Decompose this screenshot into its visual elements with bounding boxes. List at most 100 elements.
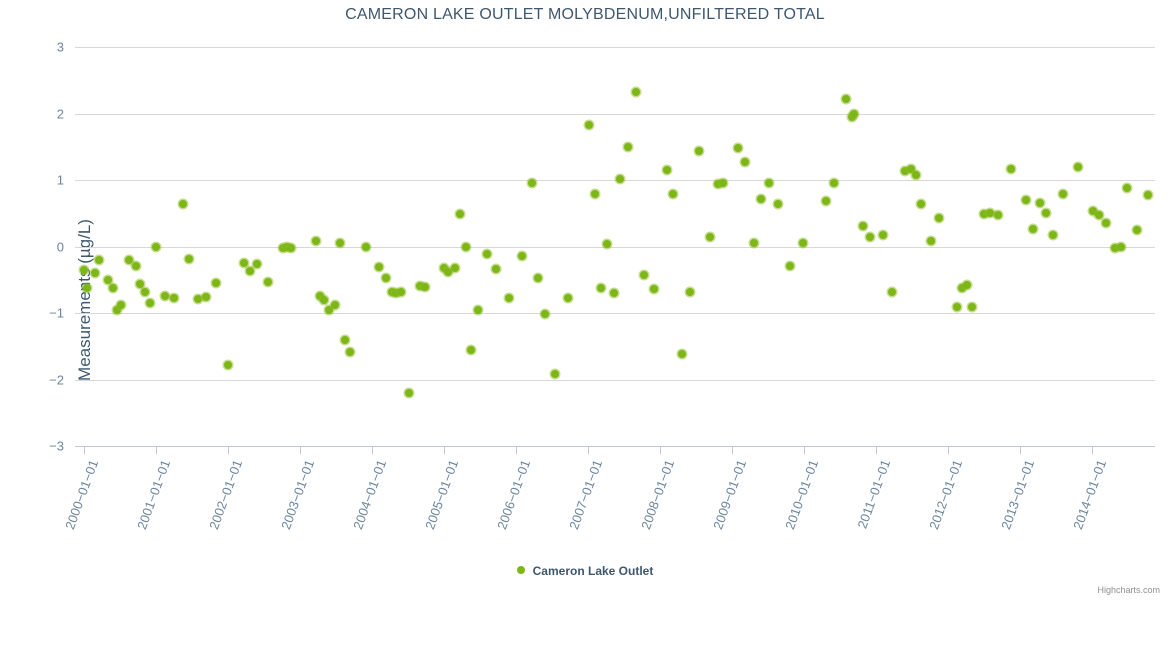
scatter-point[interactable]: [278, 243, 287, 252]
scatter-point[interactable]: [985, 208, 994, 217]
scatter-point[interactable]: [596, 283, 605, 292]
scatter-point[interactable]: [879, 230, 888, 239]
scatter-point[interactable]: [694, 147, 703, 156]
scatter-point[interactable]: [491, 265, 500, 274]
scatter-point[interactable]: [415, 282, 424, 291]
scatter-point[interactable]: [405, 388, 414, 397]
scatter-point[interactable]: [152, 242, 160, 251]
scatter-point[interactable]: [550, 369, 559, 378]
scatter-point[interactable]: [859, 221, 868, 230]
scatter-point[interactable]: [962, 281, 971, 290]
scatter-point[interactable]: [1111, 244, 1120, 253]
scatter-point[interactable]: [1102, 218, 1111, 227]
scatter-point[interactable]: [336, 238, 345, 247]
scatter-point[interactable]: [1007, 164, 1016, 173]
scatter-point[interactable]: [916, 199, 925, 208]
scatter-point[interactable]: [719, 178, 728, 187]
scatter-point[interactable]: [117, 301, 126, 310]
scatter-point[interactable]: [382, 273, 391, 282]
scatter-point[interactable]: [80, 265, 88, 274]
scatter-point[interactable]: [615, 175, 624, 184]
scatter-point[interactable]: [450, 264, 459, 273]
scatter-point[interactable]: [178, 199, 187, 208]
scatter-point[interactable]: [316, 292, 325, 301]
scatter-point[interactable]: [264, 277, 273, 286]
scatter-point[interactable]: [1021, 195, 1030, 204]
scatter-point[interactable]: [113, 305, 122, 314]
scatter-point[interactable]: [980, 209, 988, 218]
scatter-point[interactable]: [461, 243, 470, 252]
scatter-point[interactable]: [287, 243, 296, 252]
scatter-point[interactable]: [283, 243, 292, 252]
scatter-point[interactable]: [311, 236, 320, 245]
scatter-point[interactable]: [1089, 207, 1098, 216]
scatter-point[interactable]: [1144, 190, 1153, 199]
scatter-point[interactable]: [330, 301, 339, 310]
scatter-point[interactable]: [650, 285, 659, 294]
scatter-point[interactable]: [467, 346, 476, 355]
scatter-point[interactable]: [740, 158, 749, 167]
scatter-point[interactable]: [324, 305, 333, 314]
scatter-point[interactable]: [958, 283, 967, 292]
scatter-point[interactable]: [533, 273, 542, 282]
scatter-point[interactable]: [935, 213, 944, 222]
scatter-point[interactable]: [733, 144, 742, 153]
scatter-point[interactable]: [668, 189, 677, 198]
scatter-point[interactable]: [90, 269, 99, 278]
scatter-point[interactable]: [585, 121, 594, 130]
legend-item-cameron-lake-outlet[interactable]: Cameron Lake Outlet: [516, 563, 653, 578]
scatter-point[interactable]: [1028, 225, 1037, 234]
scatter-point[interactable]: [170, 294, 178, 303]
scatter-point[interactable]: [517, 251, 526, 260]
scatter-point[interactable]: [320, 296, 329, 305]
scatter-point[interactable]: [131, 262, 140, 271]
scatter-point[interactable]: [527, 178, 536, 187]
scatter-point[interactable]: [602, 239, 611, 248]
scatter-point[interactable]: [609, 289, 618, 298]
scatter-point[interactable]: [185, 255, 194, 264]
scatter-point[interactable]: [1116, 242, 1125, 251]
scatter-point[interactable]: [473, 305, 482, 314]
scatter-point[interactable]: [866, 233, 875, 242]
scatter-point[interactable]: [455, 209, 464, 218]
scatter-point[interactable]: [713, 179, 722, 188]
scatter-point[interactable]: [591, 189, 600, 198]
scatter-point[interactable]: [146, 299, 155, 308]
scatter-point[interactable]: [1041, 208, 1050, 217]
scatter-point[interactable]: [765, 178, 774, 187]
scatter-point[interactable]: [504, 294, 513, 303]
scatter-point[interactable]: [706, 232, 715, 241]
scatter-point[interactable]: [830, 179, 839, 188]
scatter-point[interactable]: [108, 284, 117, 293]
scatter-point[interactable]: [483, 249, 492, 258]
scatter-point[interactable]: [677, 349, 686, 358]
scatter-point[interactable]: [212, 279, 221, 288]
scatter-point[interactable]: [1073, 163, 1082, 172]
scatter-point[interactable]: [686, 287, 695, 296]
scatter-point[interactable]: [160, 291, 169, 300]
scatter-point[interactable]: [1095, 211, 1104, 220]
scatter-point[interactable]: [125, 256, 134, 265]
scatter-point[interactable]: [774, 199, 783, 208]
scatter-point[interactable]: [239, 259, 248, 268]
scatter-point[interactable]: [421, 283, 430, 292]
scatter-point[interactable]: [340, 335, 349, 344]
scatter-point[interactable]: [1059, 189, 1068, 198]
scatter-point[interactable]: [440, 263, 448, 272]
scatter-point[interactable]: [798, 238, 807, 247]
credits-link[interactable]: Highcharts.com: [1097, 585, 1160, 595]
scatter-point[interactable]: [663, 166, 672, 175]
scatter-point[interactable]: [540, 310, 549, 319]
scatter-point[interactable]: [245, 267, 254, 276]
scatter-point[interactable]: [396, 287, 405, 296]
scatter-point[interactable]: [141, 287, 150, 296]
scatter-point[interactable]: [1132, 225, 1141, 234]
scatter-point[interactable]: [850, 109, 859, 118]
scatter-point[interactable]: [444, 267, 453, 276]
scatter-point[interactable]: [252, 260, 261, 269]
scatter-point[interactable]: [375, 263, 384, 272]
scatter-point[interactable]: [912, 170, 921, 179]
scatter-point[interactable]: [95, 255, 104, 264]
scatter-point[interactable]: [640, 271, 649, 280]
scatter-point[interactable]: [624, 142, 633, 151]
